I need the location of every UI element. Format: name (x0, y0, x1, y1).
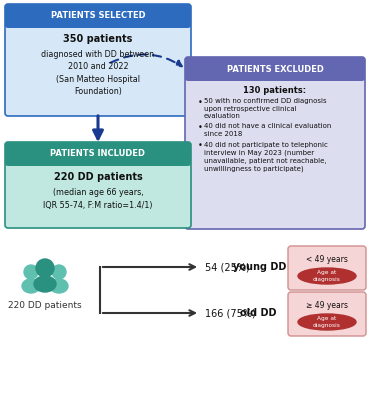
Bar (189, 69, 361, 78)
Text: old DD: old DD (240, 308, 276, 318)
Text: 50 with no confirmed DD diagnosis
upon retrospective clinical
evaluation: 50 with no confirmed DD diagnosis upon r… (204, 98, 327, 120)
FancyBboxPatch shape (5, 4, 191, 28)
Circle shape (52, 265, 66, 279)
Text: PATIENTS INCLUDED: PATIENTS INCLUDED (51, 150, 145, 158)
Text: Age at
diagnosis: Age at diagnosis (313, 270, 341, 282)
FancyBboxPatch shape (288, 246, 366, 290)
Text: < 49 years: < 49 years (306, 254, 348, 264)
Text: •: • (198, 124, 203, 132)
Ellipse shape (298, 268, 356, 284)
FancyBboxPatch shape (5, 142, 191, 166)
Circle shape (24, 265, 38, 279)
Text: young DD: young DD (233, 262, 286, 272)
Text: 220 DD patients: 220 DD patients (54, 172, 142, 182)
FancyBboxPatch shape (288, 292, 366, 336)
Ellipse shape (34, 276, 56, 292)
Ellipse shape (22, 279, 40, 293)
FancyBboxPatch shape (185, 57, 365, 81)
Text: diagnosed with DD between
2010 and 2022
(San Matteo Hospital
Foundation): diagnosed with DD between 2010 and 2022 … (41, 50, 155, 96)
Text: •: • (198, 142, 203, 150)
FancyBboxPatch shape (5, 142, 191, 228)
Text: 130 patients:: 130 patients: (244, 86, 307, 95)
Bar (9, 154, 187, 163)
Text: 350 patients: 350 patients (63, 34, 133, 44)
Text: 40 did not participate to telephonic
interview in May 2023 (number
unavailable, : 40 did not participate to telephonic int… (204, 142, 328, 172)
FancyBboxPatch shape (185, 57, 365, 229)
Text: 166 (75%): 166 (75%) (205, 308, 259, 318)
Text: PATIENTS EXCLUDED: PATIENTS EXCLUDED (227, 64, 324, 74)
Text: 40 did not have a clinical evaluation
since 2018: 40 did not have a clinical evaluation si… (204, 124, 331, 137)
Text: 220 DD patients: 220 DD patients (8, 302, 82, 310)
Text: PATIENTS SELECTED: PATIENTS SELECTED (51, 12, 145, 20)
FancyBboxPatch shape (5, 4, 191, 116)
Ellipse shape (50, 279, 68, 293)
Text: (median age 66 years,
IQR 55-74, F:M ratio=1.4/1): (median age 66 years, IQR 55-74, F:M rat… (43, 188, 153, 210)
Text: ≥ 49 years: ≥ 49 years (306, 300, 348, 310)
Bar (9, 16, 187, 25)
Text: 54 (25%): 54 (25%) (205, 262, 253, 272)
Ellipse shape (298, 314, 356, 330)
Text: •: • (198, 98, 203, 107)
Text: Age at
diagnosis: Age at diagnosis (313, 316, 341, 328)
Circle shape (36, 259, 54, 277)
